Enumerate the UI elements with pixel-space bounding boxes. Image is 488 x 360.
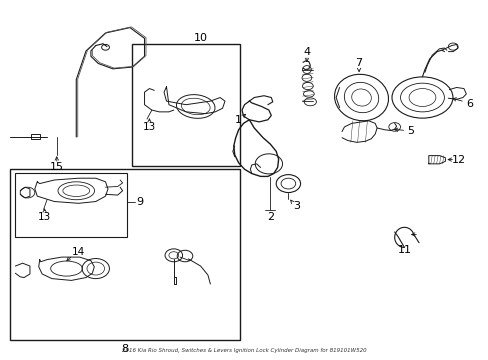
Text: 4: 4 xyxy=(303,46,310,57)
Text: 7: 7 xyxy=(355,58,362,68)
Text: 13: 13 xyxy=(142,122,156,132)
Text: 2016 Kia Rio Shroud, Switches & Levers Ignition Lock Cylinder Diagram for 819101: 2016 Kia Rio Shroud, Switches & Levers I… xyxy=(122,348,366,353)
Bar xyxy=(10,169,239,339)
Text: 11: 11 xyxy=(397,245,410,255)
Text: 14: 14 xyxy=(72,247,85,257)
Text: 13: 13 xyxy=(38,212,51,222)
Text: 10: 10 xyxy=(193,33,207,43)
Text: 8: 8 xyxy=(121,343,128,354)
Text: 1: 1 xyxy=(234,115,241,125)
Bar xyxy=(15,173,127,237)
Text: 12: 12 xyxy=(451,154,465,165)
Text: 2: 2 xyxy=(266,212,273,221)
Text: 15: 15 xyxy=(50,162,63,172)
Bar xyxy=(31,134,40,139)
Bar xyxy=(132,44,239,166)
Text: 6: 6 xyxy=(466,99,472,109)
Text: 3: 3 xyxy=(293,201,300,211)
Text: 9: 9 xyxy=(136,197,143,207)
Text: 5: 5 xyxy=(406,126,413,136)
